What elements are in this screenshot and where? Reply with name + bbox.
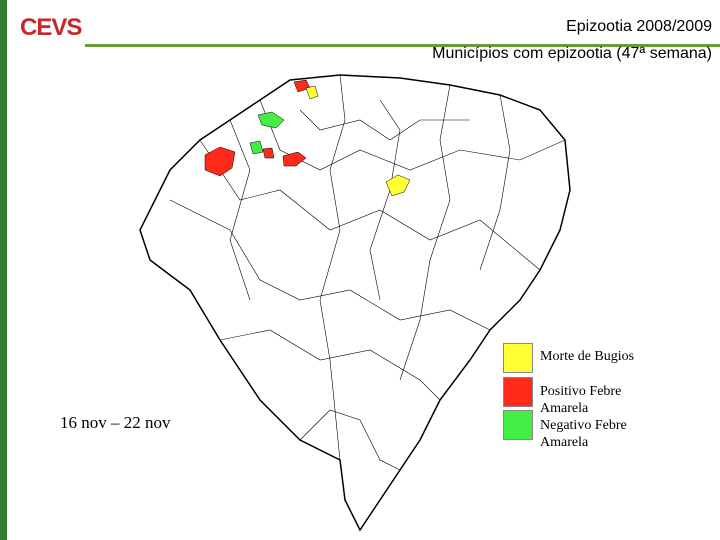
- title: Epizootia 2008/2009: [566, 18, 712, 35]
- positive-area: [282, 151, 307, 167]
- logo: CEVS: [20, 14, 82, 41]
- subtitle: Municípios com epizootia (47ª semana): [432, 45, 712, 62]
- negative-area: [257, 111, 285, 129]
- legend-label: Negativo Febre Amarela: [540, 418, 627, 450]
- legend-label: Positivo Febre Amarela: [540, 384, 622, 416]
- header-rule: [85, 44, 720, 47]
- legend-swatch: [503, 410, 533, 440]
- state-outline: [139, 74, 571, 532]
- side-bar: [0, 0, 7, 540]
- negative-area: [249, 140, 264, 155]
- legend-swatch: [503, 343, 533, 373]
- bugios-area: [385, 174, 411, 197]
- legend-label: Morte de Bugios: [540, 349, 635, 364]
- period-label: 16 nov – 22 nov: [60, 413, 171, 432]
- bugios-area: [305, 85, 319, 100]
- legend-swatch: [503, 377, 533, 407]
- positive-area: [262, 147, 275, 159]
- positive-area: [204, 146, 236, 177]
